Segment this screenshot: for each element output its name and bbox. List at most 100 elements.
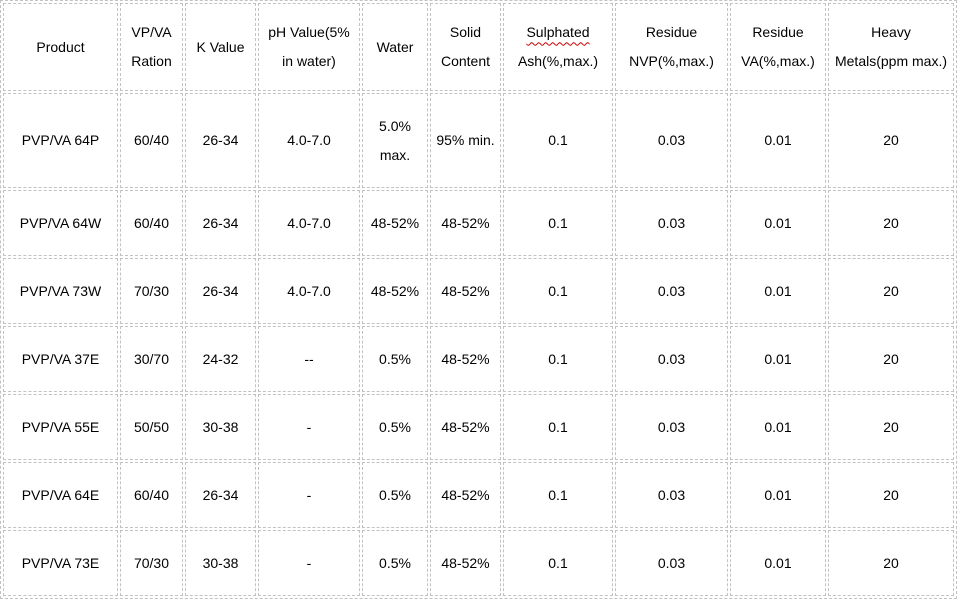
- cell-residue-nvp: 0.03: [615, 190, 728, 256]
- cell-vp-va-ration: 70/30: [120, 530, 183, 596]
- column-header-water: Water: [362, 3, 428, 91]
- cell-heavy-metals: 20: [828, 394, 954, 460]
- cell-water: 48-52%: [362, 258, 428, 324]
- cell-product: PVP/VA 64P: [3, 93, 118, 188]
- header-line: Solid: [449, 24, 482, 41]
- cell-water: 0.5%: [362, 530, 428, 596]
- cell-sulphated-ash: 0.1: [503, 462, 613, 528]
- cell-vp-va-ration: 60/40: [120, 462, 183, 528]
- column-header-residue-va: Residue VA(%,max.): [730, 3, 826, 91]
- cell-product: PVP/VA 37E: [3, 326, 118, 392]
- cell-sulphated-ash: 0.1: [503, 93, 613, 188]
- cell-solid-content: 48-52%: [430, 258, 501, 324]
- column-header-ph-value: pH Value(5% in water): [258, 3, 360, 91]
- column-header-k-value: K Value: [185, 3, 256, 91]
- cell-product: PVP/VA 64W: [3, 190, 118, 256]
- cell-residue-va: 0.01: [730, 462, 826, 528]
- header-line: Content: [440, 53, 491, 69]
- cell-k-value: 26-34: [185, 258, 256, 324]
- cell-ph-value: 4.0-7.0: [258, 93, 360, 188]
- cell-sulphated-ash: 0.1: [503, 190, 613, 256]
- cell-k-value: 26-34: [185, 462, 256, 528]
- cell-residue-nvp: 0.03: [615, 258, 728, 324]
- cell-ph-value: 4.0-7.0: [258, 258, 360, 324]
- cell-product: PVP/VA 55E: [3, 394, 118, 460]
- header-line: VA(%,max.): [741, 53, 815, 69]
- table-row: PVP/VA 55E 50/50 30-38-0.5% 48-52% 0.1 0.03 0.…: [3, 394, 954, 460]
- cell-sulphated-ash: 0.1: [503, 326, 613, 392]
- cell-solid-content: 95% min.: [430, 93, 501, 188]
- cell-water: 0.5%: [362, 462, 428, 528]
- cell-residue-nvp: 0.03: [615, 530, 728, 596]
- table-row: PVP/VA 64W 60/40 26-34 4.0-7.0 48-52% 48-52% 0…: [3, 190, 954, 256]
- cell-k-value: 26-34: [185, 190, 256, 256]
- header-line: Metals(ppm max.): [834, 53, 948, 69]
- cell-water: 5.0% max.: [362, 93, 428, 188]
- header-line: Ash(%,max.): [517, 53, 599, 69]
- cell-heavy-metals: 20: [828, 530, 954, 596]
- cell-product: PVP/VA 73W: [3, 258, 118, 324]
- cell-ph-value: -: [258, 530, 360, 596]
- cell-k-value: 30-38: [185, 394, 256, 460]
- cell-vp-va-ration: 60/40: [120, 93, 183, 188]
- cell-residue-va: 0.01: [730, 326, 826, 392]
- cell-residue-va: 0.01: [730, 530, 826, 596]
- cell-product: PVP/VA 73E: [3, 530, 118, 596]
- header-row: Product VP/VA Ration K Value pH Value(5% in w…: [3, 3, 954, 91]
- cell-water: 0.5%: [362, 326, 428, 392]
- cell-residue-nvp: 0.03: [615, 462, 728, 528]
- cell-heavy-metals: 20: [828, 326, 954, 392]
- column-header-solid-content: Solid Content: [430, 3, 501, 91]
- cell-residue-nvp: 0.03: [615, 93, 728, 188]
- table-row: PVP/VA 73W 70/30 26-34 4.0-7.0 48-52% 48-52% 0…: [3, 258, 954, 324]
- header-line: Heavy: [871, 24, 911, 41]
- header-line: K Value: [196, 38, 245, 55]
- cell-heavy-metals: 20: [828, 190, 954, 256]
- column-header-residue-nvp: Residue NVP(%,max.): [615, 3, 728, 91]
- header-line: Residue: [645, 24, 698, 41]
- table-row: PVP/VA 64P 60/40 26-34 4.0-7.0 5.0% max. 95% …: [3, 93, 954, 188]
- table-row: PVP/VA 64E 60/40 26-34-0.5% 48-52% 0.1 0.03 0.…: [3, 462, 954, 528]
- cell-water: 48-52%: [362, 190, 428, 256]
- column-header-product: Product: [3, 3, 118, 91]
- table-row: PVP/VA 37E 30/70 24-32 -- 0.5% 48-52% 0.1 0.03 0…: [3, 326, 954, 392]
- cell-solid-content: 48-52%: [430, 394, 501, 460]
- header-line: NVP(%,max.): [629, 53, 714, 69]
- cell-sulphated-ash: 0.1: [503, 258, 613, 324]
- cell-heavy-metals: 20: [828, 93, 954, 188]
- cell-residue-va: 0.01: [730, 258, 826, 324]
- header-line: Ration: [131, 53, 172, 69]
- cell-k-value: 26-34: [185, 93, 256, 188]
- cell-product: PVP/VA 64E: [3, 462, 118, 528]
- table-body: PVP/VA 64P 60/40 26-34 4.0-7.0 5.0% max. 95% …: [3, 93, 954, 596]
- header-line: VP/VA: [131, 24, 172, 41]
- header-line: in water): [282, 53, 336, 69]
- cell-vp-va-ration: 60/40: [120, 190, 183, 256]
- column-header-heavy-metals: Heavy Metals(ppm max.): [828, 3, 954, 91]
- cell-residue-va: 0.01: [730, 394, 826, 460]
- column-header-sulphated-ash: Sulphated Ash(%,max.): [503, 3, 613, 91]
- cell-heavy-metals: 20: [828, 462, 954, 528]
- cell-k-value: 24-32: [185, 326, 256, 392]
- cell-sulphated-ash: 0.1: [503, 530, 613, 596]
- cell-solid-content: 48-52%: [430, 530, 501, 596]
- column-header-vp-va-ration: VP/VA Ration: [120, 3, 183, 91]
- cell-vp-va-ration: 70/30: [120, 258, 183, 324]
- cell-solid-content: 48-52%: [430, 326, 501, 392]
- cell-vp-va-ration: 50/50: [120, 394, 183, 460]
- cell-ph-value: -: [258, 462, 360, 528]
- cell-ph-value: --: [258, 326, 360, 392]
- cell-vp-va-ration: 30/70: [120, 326, 183, 392]
- header-line: Product: [36, 38, 85, 55]
- header-line: Water: [376, 38, 414, 55]
- cell-residue-nvp: 0.03: [615, 394, 728, 460]
- cell-heavy-metals: 20: [828, 258, 954, 324]
- table-header: Product VP/VA Ration K Value pH Value(5% in w…: [3, 3, 954, 91]
- cell-solid-content: 48-52%: [430, 190, 501, 256]
- header-line: Residue: [752, 24, 804, 41]
- header-line: Sulphated: [526, 24, 590, 41]
- table-row: PVP/VA 73E 70/30 30-38-0.5% 48-52% 0.1 0.03 0.…: [3, 530, 954, 596]
- cell-residue-va: 0.01: [730, 190, 826, 256]
